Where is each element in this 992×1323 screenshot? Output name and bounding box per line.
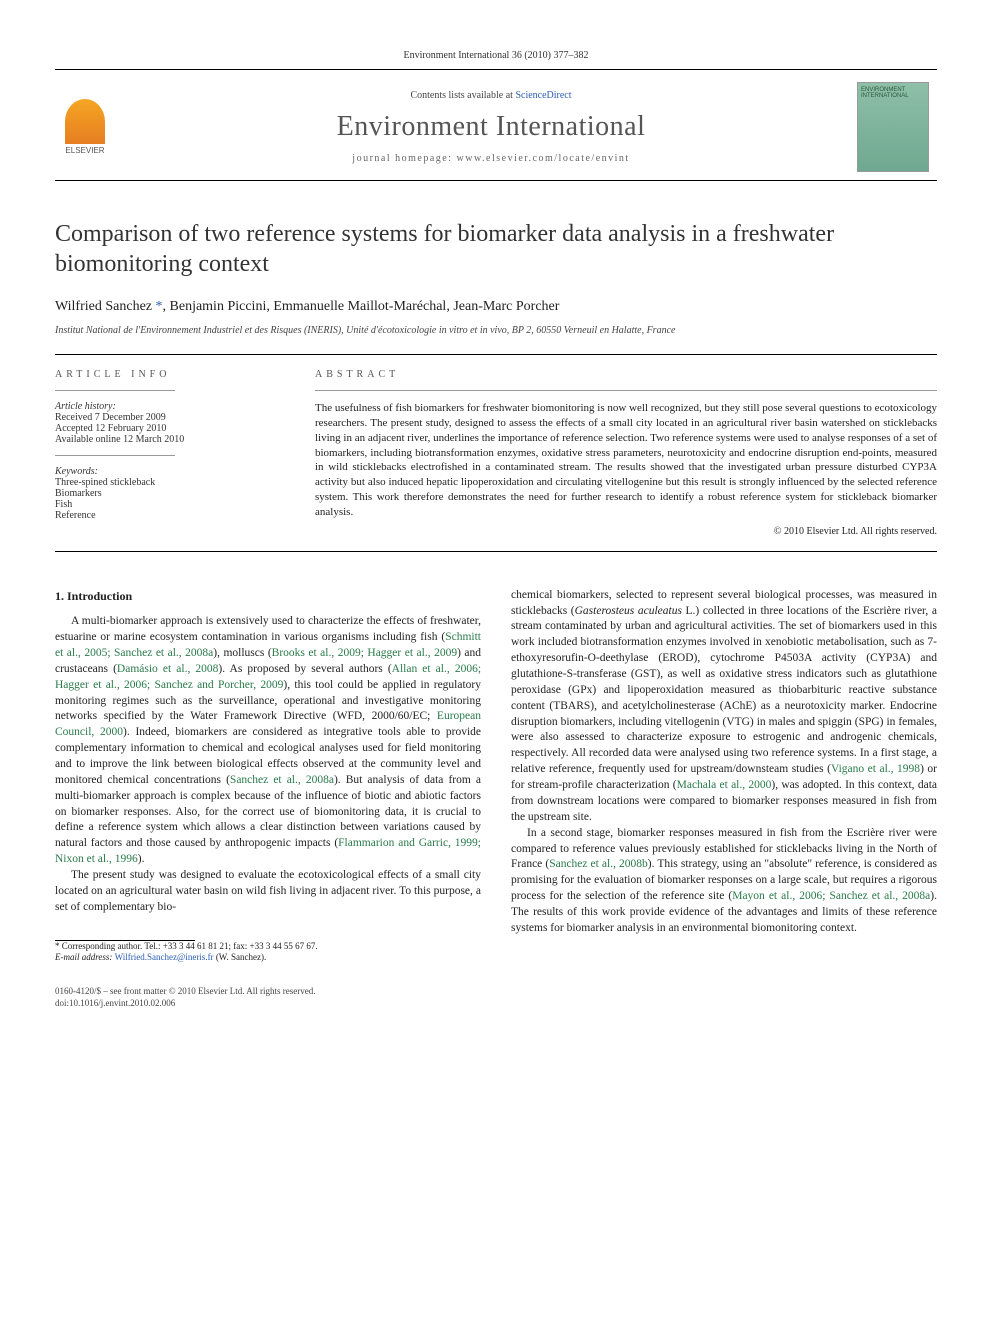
keyword-1: Three-spined stickleback — [55, 477, 285, 488]
email-suffix: (W. Sanchez). — [214, 952, 267, 962]
contents-prefix: Contents lists available at — [410, 90, 515, 101]
pre-abstract-rule — [55, 354, 937, 355]
intro-paragraph-2: The present study was designed to evalua… — [55, 868, 481, 916]
article-title: Comparison of two reference systems for … — [55, 219, 937, 279]
ref-link[interactable]: Sanchez et al., 2008a — [230, 774, 334, 786]
abstract-column: ABSTRACT The usefulness of fish biomarke… — [315, 369, 937, 537]
elsevier-logo: ELSEVIER — [55, 92, 115, 162]
homepage-url[interactable]: www.elsevier.com/locate/envint — [457, 153, 630, 164]
corresponding-author-footnote: * Corresponding author. Tel.: +33 3 44 6… — [55, 941, 481, 953]
elsevier-tree-icon — [65, 99, 105, 144]
ref-link[interactable]: Damásio et al., 2008 — [117, 663, 218, 675]
intro-paragraph-1: A multi-biomarker approach is extensivel… — [55, 614, 481, 868]
keywords-label: Keywords: — [55, 466, 285, 477]
journal-cover-block: ENVIRONMENT INTERNATIONAL — [857, 82, 937, 172]
issn-line: 0160-4120/$ – see front matter © 2010 El… — [55, 986, 481, 998]
abstract-text: The usefulness of fish biomarkers for fr… — [315, 401, 937, 520]
abstract-divider — [315, 390, 937, 391]
bottom-meta: 0160-4120/$ – see front matter © 2010 El… — [55, 986, 481, 1009]
article-history-label: Article history: — [55, 401, 285, 412]
journal-cover-thumb: ENVIRONMENT INTERNATIONAL — [857, 82, 929, 172]
ref-link[interactable]: Machala et al., 2000 — [677, 779, 772, 791]
keyword-4: Reference — [55, 510, 285, 521]
intro-paragraph-3: In a second stage, biomarker responses m… — [511, 826, 937, 937]
contents-available-line: Contents lists available at ScienceDirec… — [125, 90, 857, 101]
species-name: Gasterosteus aculeatus — [575, 605, 682, 617]
ref-link[interactable]: Brooks et al., 2009; Hagger et al., 2009 — [272, 647, 457, 659]
authors-rest: , Benjamin Piccini, Emmanuelle Maillot-M… — [163, 299, 560, 314]
ref-link[interactable]: Sanchez et al., 2008b — [549, 858, 648, 870]
email-label: E-mail address: — [55, 952, 115, 962]
email-link[interactable]: Wilfried.Sanchez@ineris.fr — [115, 952, 214, 962]
received-date: Received 7 December 2009 — [55, 412, 285, 423]
cover-label: ENVIRONMENT INTERNATIONAL — [861, 87, 925, 99]
abstract-copyright: © 2010 Elsevier Ltd. All rights reserved… — [315, 526, 937, 537]
keyword-3: Fish — [55, 499, 285, 510]
email-footnote: E-mail address: Wilfried.Sanchez@ineris.… — [55, 952, 481, 964]
journal-homepage-line: journal homepage: www.elsevier.com/locat… — [125, 153, 857, 164]
info-divider-2 — [55, 455, 175, 456]
online-date: Available online 12 March 2010 — [55, 434, 285, 445]
ref-link[interactable]: Mayon et al., 2006; Sanchez et al., 2008… — [732, 890, 930, 902]
journal-name: Environment International — [125, 111, 857, 143]
article-info-column: ARTICLE INFO Article history: Received 7… — [55, 369, 285, 537]
journal-banner: ELSEVIER Contents lists available at Sci… — [55, 74, 937, 181]
intro-paragraph-2-cont: chemical biomarkers, selected to represe… — [511, 588, 937, 826]
accepted-date: Accepted 12 February 2010 — [55, 423, 285, 434]
section-1-heading: 1. Introduction — [55, 588, 481, 605]
authors-line: Wilfried Sanchez *, Benjamin Piccini, Em… — [55, 299, 937, 315]
running-head: Environment International 36 (2010) 377–… — [55, 50, 937, 61]
homepage-prefix: journal homepage: — [352, 153, 456, 164]
publisher-logo-block: ELSEVIER — [55, 92, 125, 162]
keyword-2: Biomarkers — [55, 488, 285, 499]
publisher-label: ELSEVIER — [65, 146, 104, 155]
abstract-heading: ABSTRACT — [315, 369, 937, 380]
ref-link[interactable]: Vigano et al., 1998 — [831, 763, 920, 775]
article-info-heading: ARTICLE INFO — [55, 369, 285, 380]
corresponding-mark[interactable]: * — [152, 299, 163, 314]
info-divider-1 — [55, 390, 175, 391]
doi-line: doi:10.1016/j.envint.2010.02.006 — [55, 998, 481, 1010]
affiliation: Institut National de l'Environnement Ind… — [55, 325, 937, 336]
top-rule — [55, 69, 937, 70]
body-left-column: 1. Introduction A multi-biomarker approa… — [55, 588, 481, 1010]
post-abstract-rule — [55, 551, 937, 552]
sciencedirect-link[interactable]: ScienceDirect — [515, 90, 571, 101]
body-right-column: chemical biomarkers, selected to represe… — [511, 588, 937, 1010]
author-primary: Wilfried Sanchez — [55, 299, 152, 314]
